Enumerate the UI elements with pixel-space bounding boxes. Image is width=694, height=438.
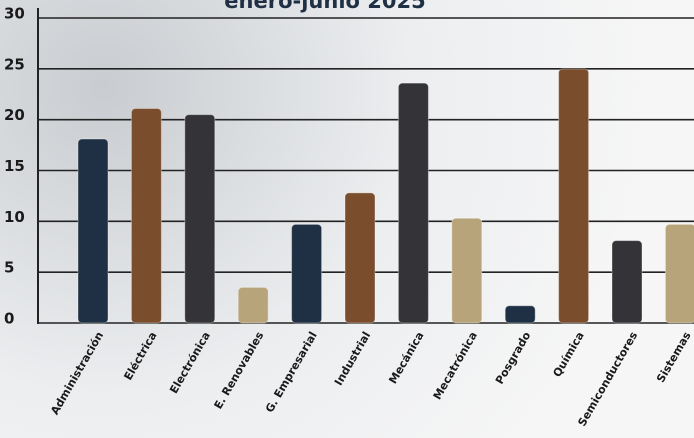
- y-tick-label: 15: [4, 157, 25, 175]
- bar: [344, 192, 376, 324]
- x-tick-label: E. Renovables: [212, 329, 267, 411]
- x-tick-label: Sistemas: [654, 329, 694, 385]
- bar: [558, 68, 590, 324]
- bar: [664, 223, 694, 324]
- x-tick-label: Administración: [48, 330, 106, 418]
- chart-title: enero-junio 2025: [224, 0, 425, 13]
- bar: [77, 138, 109, 324]
- y-tick-label: 5: [4, 259, 14, 277]
- x-tick-label: Mecatrónica: [431, 330, 480, 402]
- x-tick-label: Química: [550, 330, 586, 380]
- x-tick-label: G. Empresarial: [263, 330, 320, 415]
- bar: [504, 305, 536, 324]
- bar: [130, 107, 162, 324]
- x-tick-label: Mecánica: [386, 330, 426, 387]
- x-tick-label: Industrial: [332, 330, 373, 388]
- x-tick-label: Semiconductores: [575, 329, 640, 429]
- bar: [451, 217, 483, 324]
- x-tick-label: Electrónica: [167, 330, 213, 396]
- bar: [397, 82, 429, 324]
- bar: [291, 223, 323, 324]
- x-tick-label: Posgrado: [493, 329, 534, 386]
- y-tick-label: 20: [4, 106, 25, 124]
- y-tick-label: 10: [4, 208, 25, 226]
- bar: [184, 114, 216, 324]
- y-tick-label: 25: [4, 55, 25, 73]
- bar: [237, 286, 269, 324]
- x-tick-label: Eléctrica: [122, 330, 160, 383]
- bar: [611, 240, 643, 324]
- y-tick-label: 30: [4, 5, 25, 23]
- y-tick-label: 0: [4, 310, 14, 328]
